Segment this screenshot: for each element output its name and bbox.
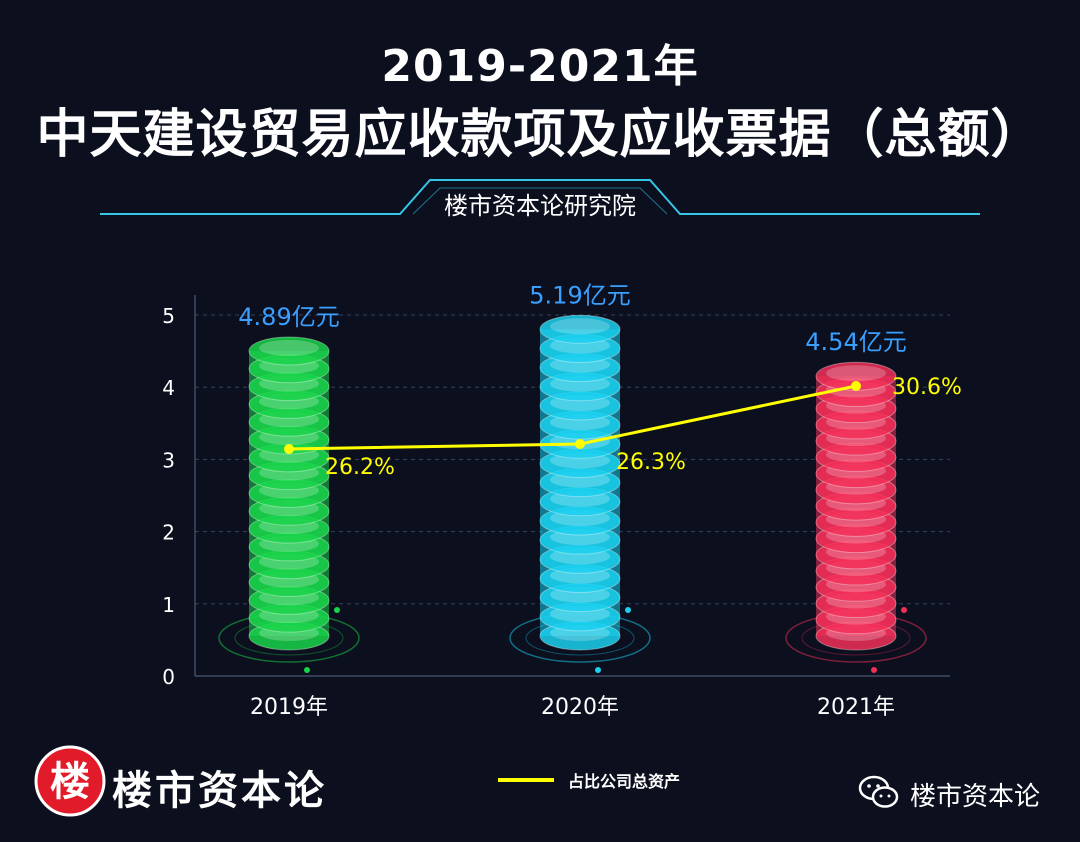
- bar-base-dot: [625, 607, 631, 613]
- y-tick-label: 4: [162, 376, 175, 400]
- y-tick-label: 0: [162, 665, 175, 689]
- legend-label: 占比公司总资产: [568, 772, 681, 791]
- bar-disk-highlight: [259, 339, 319, 356]
- data-labels: 4.89亿元 5.19亿元 4.54亿元: [238, 281, 906, 356]
- bar-base-dot: [595, 667, 601, 673]
- y-tick-label: 1: [162, 593, 175, 617]
- source-label: 楼市资本论研究院: [444, 192, 636, 220]
- wechat-account-name: 楼市资本论: [910, 782, 1041, 812]
- brand-logo-char: 楼: [50, 759, 90, 805]
- brand-name: 楼市资本论: [112, 767, 327, 814]
- chart-title-top: 2019-2021年: [381, 41, 699, 92]
- source-banner-frame: [100, 179, 980, 215]
- bar-disk: [539, 314, 621, 344]
- bar-base-dot: [901, 607, 907, 613]
- y-tick-label: 5: [162, 304, 175, 328]
- ratio-line: 26.2% 26.3% 30.6%: [284, 375, 962, 480]
- bars: [218, 314, 927, 673]
- ratio-line-point: [284, 444, 294, 454]
- ratio-line-label: 30.6%: [892, 375, 962, 400]
- ratio-line-label: 26.3%: [616, 450, 686, 475]
- legend-line-swatch: [498, 778, 554, 782]
- x-axis: 2019年 2020年 2021年: [250, 695, 895, 720]
- bar: [218, 336, 360, 673]
- x-tick-label: 2020年: [541, 695, 619, 720]
- bar-value-label: 5.19亿元: [529, 281, 630, 309]
- bar-base-dot: [871, 667, 877, 673]
- bar-disk-highlight: [826, 365, 886, 382]
- bar-base-dot: [304, 667, 310, 673]
- chart-title-main: 中天建设贸易应收款项及应收票据（总额）: [36, 105, 1044, 165]
- bar-base-dot: [334, 607, 340, 613]
- wechat-icon: [858, 775, 899, 808]
- ratio-line-point: [575, 439, 585, 449]
- legend: 占比公司总资产: [498, 768, 680, 792]
- source-banner: 楼市资本论研究院: [100, 168, 980, 224]
- bar-disk-highlight: [550, 318, 610, 335]
- ratio-line-point: [851, 381, 861, 391]
- bar-value-label: 4.54亿元: [805, 328, 906, 356]
- x-tick-label: 2021年: [817, 695, 895, 720]
- bar: [509, 314, 651, 673]
- bar-disk: [248, 336, 330, 366]
- y-axis: 0 1 2 3 4 5: [162, 295, 950, 689]
- y-tick-label: 2: [162, 521, 175, 545]
- bar: [785, 361, 927, 673]
- ratio-line-label: 26.2%: [325, 455, 395, 480]
- brand-logo-icon: 楼: [34, 745, 106, 817]
- bar-value-label: 4.89亿元: [238, 303, 339, 331]
- y-tick-label: 3: [162, 448, 175, 472]
- x-tick-label: 2019年: [250, 695, 328, 720]
